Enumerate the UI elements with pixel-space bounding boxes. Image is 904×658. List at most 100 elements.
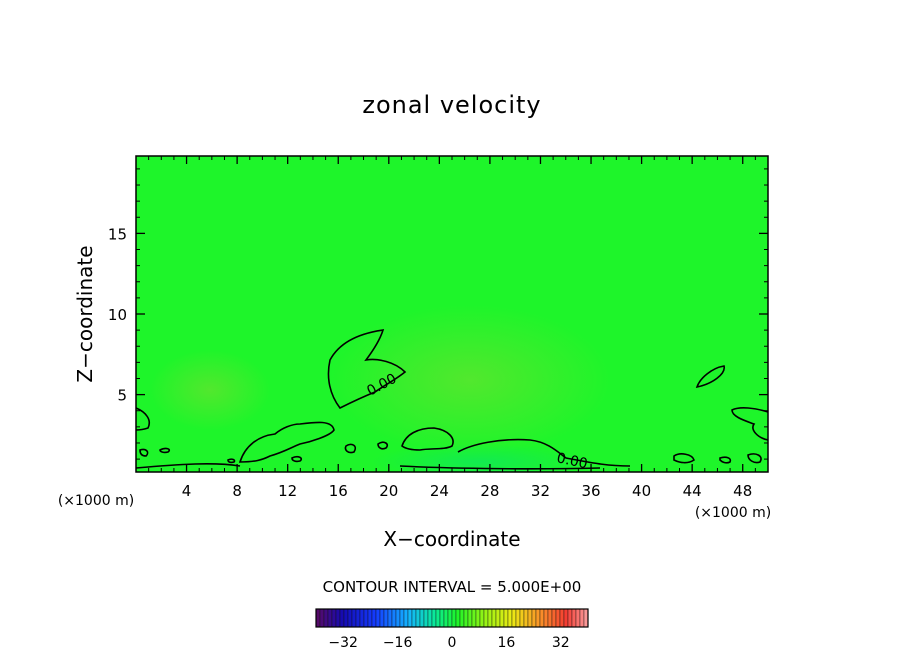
- contour-line: [238, 421, 335, 463]
- colorbar-cell: [563, 608, 569, 628]
- x-tick-label: 8: [232, 482, 242, 500]
- contour-line: [719, 456, 732, 464]
- colorbar-cell: [511, 608, 517, 628]
- colorbar-cell: [579, 608, 585, 628]
- x-tick-label: 32: [531, 482, 550, 500]
- colorbar-cell: [567, 608, 573, 628]
- colorbar-cell: [327, 608, 333, 628]
- contour-line: [136, 407, 151, 431]
- y-tick-label: 10: [108, 306, 127, 324]
- contour-line: [159, 447, 171, 454]
- contour-line: [695, 365, 725, 389]
- contour-line: [377, 441, 389, 450]
- x-tick-label: 28: [480, 482, 499, 500]
- colorbar-cell: [499, 608, 505, 628]
- x-tick-label: 20: [379, 482, 398, 500]
- contour-line: [731, 407, 768, 441]
- y-tick-label: 15: [108, 225, 127, 243]
- colorbar-tick-label: 0: [448, 635, 457, 651]
- colorbar-cell: [407, 608, 413, 628]
- contour-line: [344, 443, 357, 454]
- colorbar-cell: [459, 608, 465, 628]
- colorbar-cell: [419, 608, 425, 628]
- contour-line: [401, 427, 454, 451]
- field-shading-positive: [330, 305, 610, 455]
- colorbar-cell: [423, 608, 429, 628]
- colorbar-cell: [487, 608, 493, 628]
- colorbar-cell: [479, 608, 485, 628]
- x-tick-label: 48: [733, 482, 752, 500]
- colorbar-cell: [447, 608, 453, 628]
- contour-label: 0.00: [555, 450, 589, 472]
- x-tick-label: 12: [278, 482, 297, 500]
- chart-title: zonal velocity: [362, 91, 541, 119]
- contour-line: [457, 438, 631, 467]
- contour-line: [136, 463, 241, 469]
- contour-line: [399, 465, 601, 470]
- colorbar-cell: [375, 608, 381, 628]
- colorbar-cell: [463, 608, 469, 628]
- zero-contours: [136, 329, 768, 470]
- colorbar-frame: [315, 608, 589, 628]
- colorbar-cell: [515, 608, 521, 628]
- x-unit-right: (×1000 m): [695, 505, 771, 521]
- colorbar-cell: [507, 608, 513, 628]
- x-tick-label: 44: [683, 482, 702, 500]
- contour-line: [747, 453, 762, 464]
- colorbar-cell: [543, 608, 549, 628]
- colorbar-cell: [575, 608, 581, 628]
- x-tick-label: 16: [329, 482, 348, 500]
- colorbar-cell: [443, 608, 449, 628]
- colorbar-cell: [455, 608, 461, 628]
- field-shading-positive-2: [150, 350, 270, 430]
- colorbar-cell: [387, 608, 393, 628]
- contour-line: [291, 455, 303, 463]
- contour-line: [227, 458, 236, 464]
- colorbar-cell: [531, 608, 537, 628]
- colorbar-tick-label: 32: [552, 635, 570, 651]
- plot-area: 0.00 0.00: [136, 156, 768, 472]
- colorbar-cell: [403, 608, 409, 628]
- colorbar-tick-label: 16: [497, 635, 515, 651]
- colorbar-tick-label: −16: [383, 635, 413, 651]
- colorbar-cell: [331, 608, 337, 628]
- colorbar-cell: [471, 608, 477, 628]
- x-tick-label: 24: [430, 482, 449, 500]
- x-tick-label: 4: [182, 482, 192, 500]
- colorbar-cell: [495, 608, 501, 628]
- colorbar-cell: [551, 608, 557, 628]
- x-tick-label: 36: [581, 482, 600, 500]
- colorbar-cell: [555, 608, 561, 628]
- colorbar-cell: [339, 608, 345, 628]
- colorbar-cell: [391, 608, 397, 628]
- contour-line: [139, 448, 149, 457]
- colorbar-cell: [363, 608, 369, 628]
- colorbar-cell: [491, 608, 497, 628]
- colorbar-cell: [427, 608, 433, 628]
- colorbar-cell: [523, 608, 529, 628]
- colorbar-cell: [371, 608, 377, 628]
- colorbar-cell: [559, 608, 565, 628]
- contour-interval-text: CONTOUR INTERVAL = 5.000E+00: [323, 578, 582, 596]
- colorbar-cell: [431, 608, 437, 628]
- colorbar-cell: [539, 608, 545, 628]
- colorbar-cell: [435, 608, 441, 628]
- colorbar-cell: [335, 608, 341, 628]
- colorbar-cell: [547, 608, 553, 628]
- colorbar-cell: [399, 608, 405, 628]
- colorbar-cell: [323, 608, 329, 628]
- colorbar-cell: [519, 608, 525, 628]
- x-tick-label: 40: [632, 482, 651, 500]
- colorbar-cell: [503, 608, 509, 628]
- colorbar-cell: [467, 608, 473, 628]
- colorbar-cell: [395, 608, 401, 628]
- colorbar-cell: [415, 608, 421, 628]
- y-tick-label: 5: [117, 387, 127, 405]
- colorbar-cell: [379, 608, 385, 628]
- colorbar-cell: [527, 608, 533, 628]
- colorbar-cell: [483, 608, 489, 628]
- colorbar-cell: [343, 608, 349, 628]
- colorbar-cell: [535, 608, 541, 628]
